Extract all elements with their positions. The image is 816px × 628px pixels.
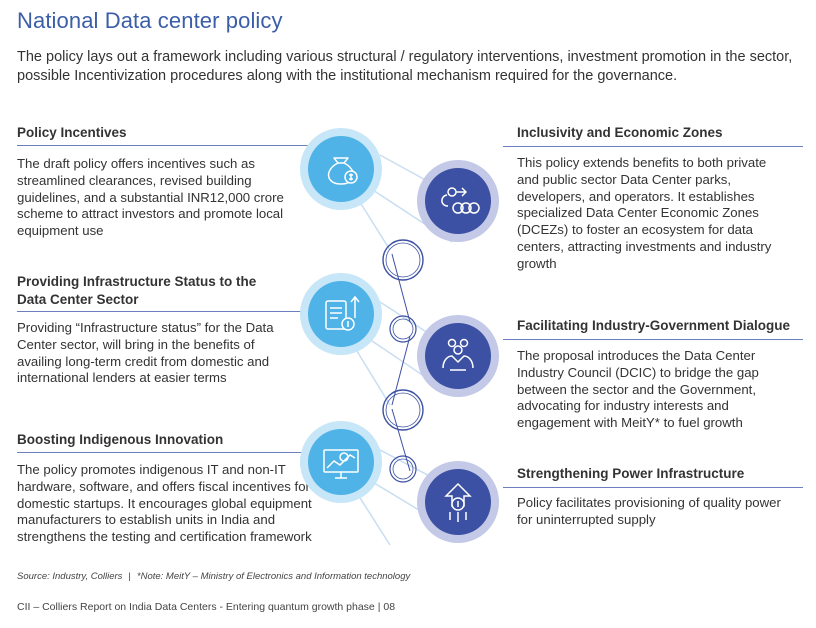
section-rule	[17, 311, 317, 312]
footer-text: CII – Colliers Report on India Data Cent…	[17, 601, 375, 613]
page-title: National Data center policy	[17, 8, 283, 33]
section-body-indigenous-innovation: The policy promotes indigenous IT and no…	[17, 462, 312, 545]
handshake-money-icon	[417, 315, 499, 397]
connector-ring	[382, 389, 424, 431]
page-number: 08	[383, 601, 396, 613]
money-bag-icon	[300, 128, 382, 210]
section-rule	[17, 145, 317, 146]
document-growth-icon	[300, 273, 382, 355]
section-body-infrastructure-status: Providing “Infrastructure status” for th…	[17, 320, 274, 386]
section-rule	[503, 339, 803, 340]
section-title-industry-dialogue: Facilitating Industry-Government Dialogu…	[517, 318, 791, 333]
money-flow-icon	[417, 160, 499, 242]
connector-ring	[389, 455, 417, 483]
intro-paragraph: The policy lays out a framework includin…	[17, 49, 793, 84]
section-title-infrastructure-status: Providing Infrastructure Status to the D…	[17, 274, 257, 307]
section-title-indigenous-innovation: Boosting Indigenous Innovation	[17, 432, 224, 447]
source-note: Source: Industry, Colliers | *Note: MeitY …	[17, 571, 410, 582]
section-body-industry-dialogue: The proposal introduces the Data Center …	[517, 348, 759, 431]
section-title-inclusivity-zones: Inclusivity and Economic Zones	[517, 125, 723, 140]
section-body-power-infrastructure: Policy facilitates provisioning of quali…	[517, 495, 781, 527]
section-body-policy-incentives: The draft policy offers incentives such …	[17, 156, 284, 239]
presentation-chart-icon	[300, 421, 382, 503]
footer-separator: |	[377, 601, 381, 613]
source-separator: |	[128, 571, 131, 582]
source-label: Source: Industry, Colliers	[17, 571, 123, 582]
connector-ring	[389, 315, 417, 343]
section-body-inclusivity-zones: This policy extends benefits to both pri…	[517, 155, 772, 271]
section-rule	[503, 146, 803, 147]
section-title-power-infrastructure: Strengthening Power Infrastructure	[517, 466, 745, 481]
section-title-policy-incentives: Policy Incentives	[17, 125, 127, 140]
page-footer: CII – Colliers Report on India Data Cent…	[17, 601, 395, 613]
power-growth-icon	[417, 461, 499, 543]
meity-note: *Note: MeitY – Ministry of Electronics a…	[136, 571, 411, 582]
section-rule	[503, 487, 803, 488]
section-rule	[17, 452, 317, 453]
connector-ring	[382, 239, 424, 281]
